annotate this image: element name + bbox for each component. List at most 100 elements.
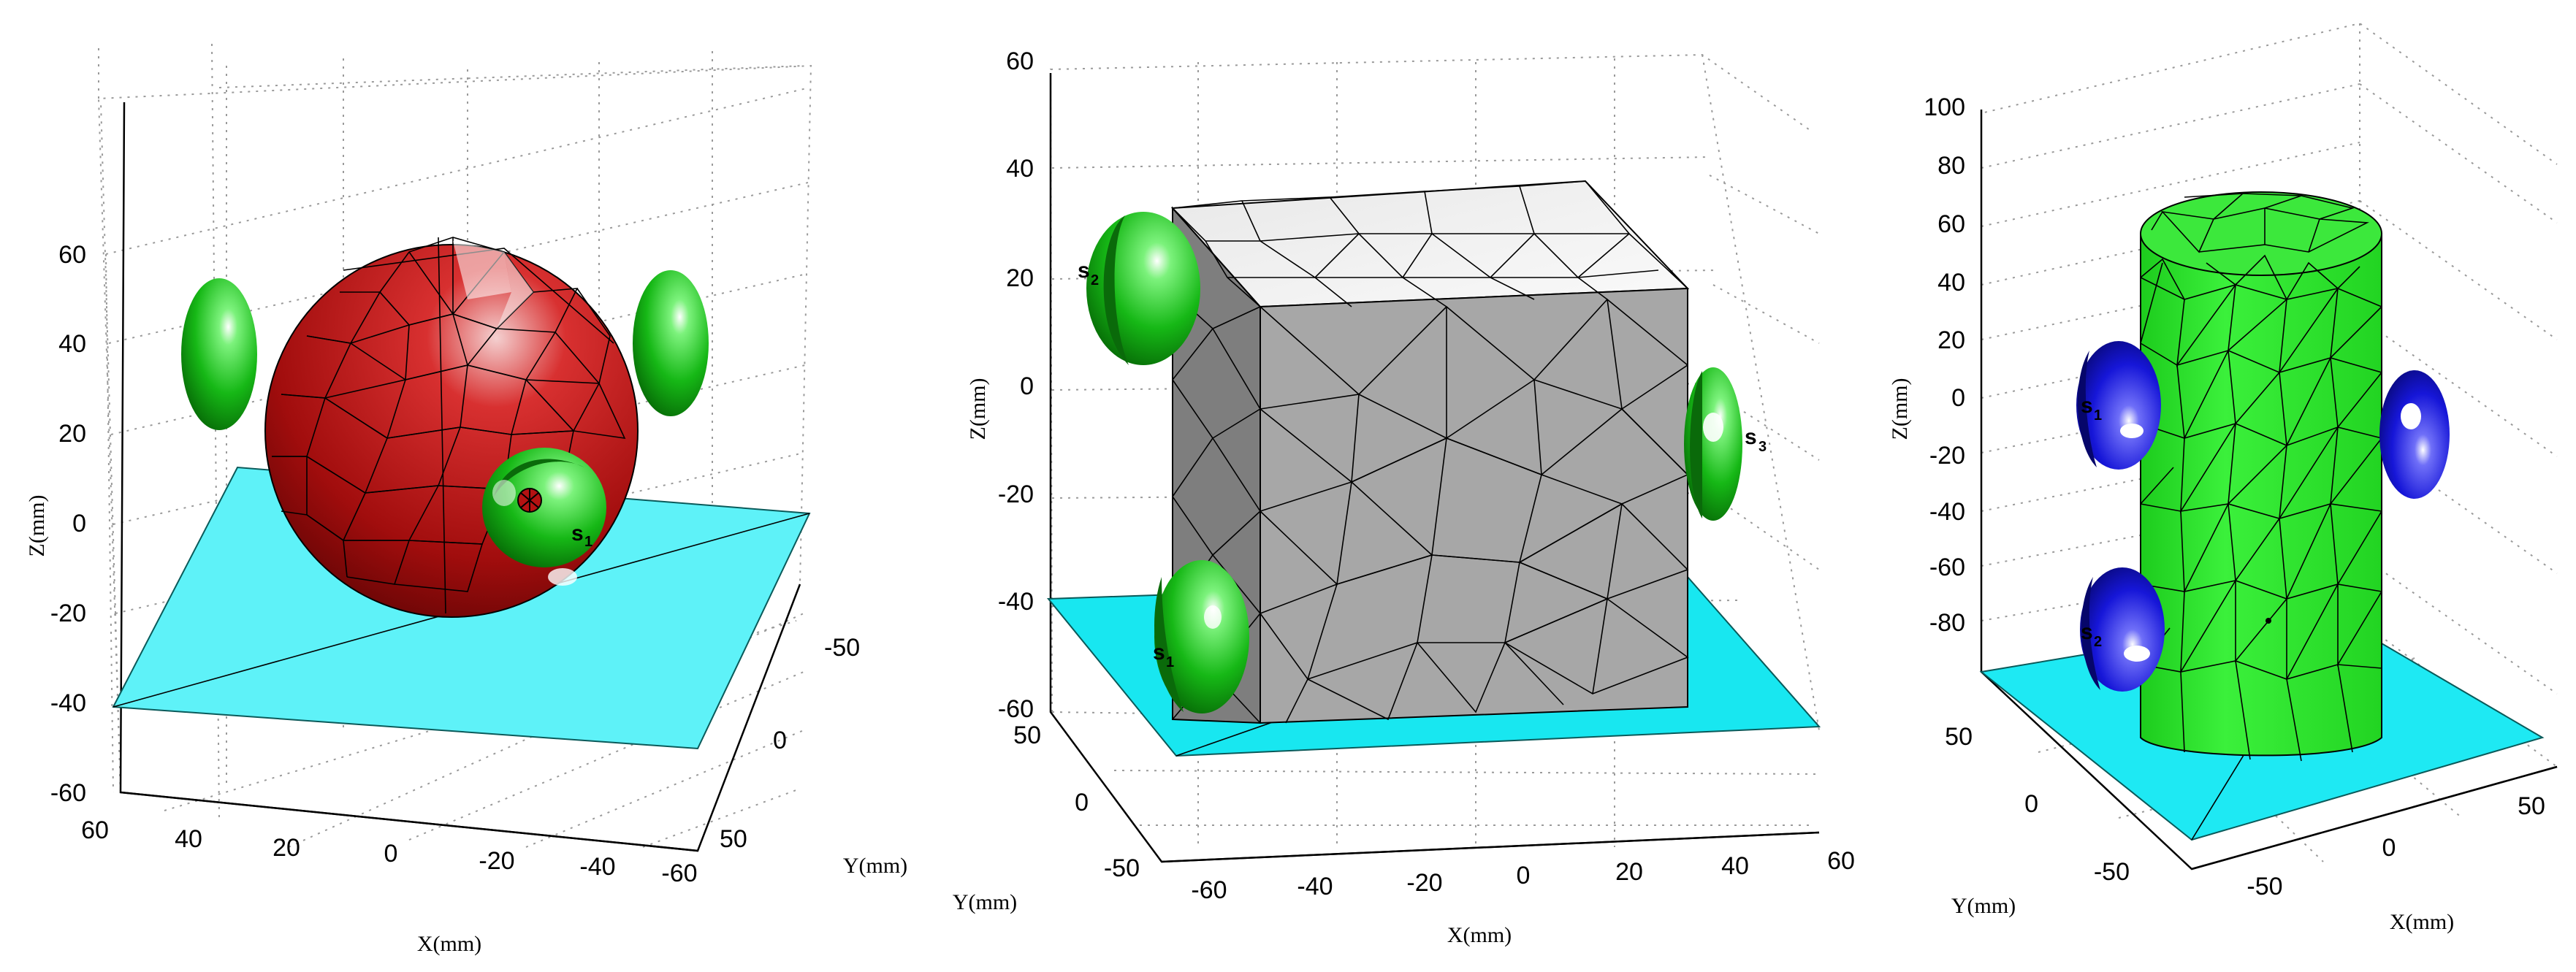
z-tick-labels: 60 40 20 0 -20 -40 -60 xyxy=(998,47,1034,723)
sensor-label-s2: s 2 xyxy=(2081,620,2102,650)
sensor-label-s1: s 1 xyxy=(2081,394,2102,424)
svg-text:-60: -60 xyxy=(998,695,1034,723)
svg-text:-60: -60 xyxy=(661,860,697,887)
svg-text:20: 20 xyxy=(58,420,86,448)
sensor-right-hemisphere xyxy=(2379,370,2450,499)
svg-text:-40: -40 xyxy=(579,853,615,881)
z-axis-label: Z(mm) xyxy=(966,378,990,440)
svg-text:0: 0 xyxy=(384,840,398,868)
svg-text:-40: -40 xyxy=(1929,498,1965,526)
svg-text:-50: -50 xyxy=(2247,873,2282,900)
sensor-s1-hemisphere xyxy=(482,448,606,586)
svg-text:40: 40 xyxy=(175,825,202,853)
svg-text:-20: -20 xyxy=(998,481,1034,508)
y-axis-label: Y(mm) xyxy=(843,854,907,878)
sensor-s3-hemisphere xyxy=(1684,367,1742,521)
panel-cylinder: 100 80 60 40 20 0 -20 -40 -60 -80 -50 0 … xyxy=(1888,22,2558,934)
svg-text:50: 50 xyxy=(720,825,747,853)
svg-text:-40: -40 xyxy=(50,689,86,717)
svg-text:0: 0 xyxy=(1075,789,1089,816)
y-tick-labels: -50 0 50 xyxy=(720,634,860,853)
contact-point-marker xyxy=(517,488,542,513)
svg-text:40: 40 xyxy=(1937,269,1965,296)
x-tick-labels: -60 -40 -20 0 20 40 60 xyxy=(1191,847,1854,904)
svg-text:s: s xyxy=(2081,394,2093,418)
svg-text:-80: -80 xyxy=(1929,609,1965,637)
svg-text:-20: -20 xyxy=(1406,869,1442,897)
svg-text:-20: -20 xyxy=(1929,442,1965,470)
svg-text:50: 50 xyxy=(1013,722,1041,749)
sensor-s2-hemisphere xyxy=(1086,212,1200,365)
cylinder-object xyxy=(2140,191,2382,762)
sensor-s1-hemisphere xyxy=(2076,341,2161,470)
z-axis-label: Z(mm) xyxy=(1888,378,1912,440)
svg-text:50: 50 xyxy=(1945,723,1973,751)
svg-text:s: s xyxy=(571,521,584,546)
z-tick-labels: 100 80 60 40 20 0 -20 -40 -60 -80 xyxy=(1924,93,1965,637)
svg-text:60: 60 xyxy=(58,241,86,269)
svg-text:100: 100 xyxy=(1924,93,1965,121)
y-tick-labels: 50 0 -50 xyxy=(1013,722,1140,882)
svg-text:1: 1 xyxy=(2094,407,2102,424)
svg-text:-60: -60 xyxy=(1191,876,1227,904)
svg-text:3: 3 xyxy=(1758,439,1767,455)
z-axis-label: Z(mm) xyxy=(25,495,49,557)
svg-text:s: s xyxy=(1745,425,1757,449)
panel-sphere: 60 40 20 0 -20 -40 -60 60 40 20 0 -20 -4… xyxy=(25,43,907,956)
svg-text:20: 20 xyxy=(1615,858,1643,886)
svg-text:0: 0 xyxy=(1951,384,1965,412)
x-axis-label: X(mm) xyxy=(417,932,481,956)
svg-text:-20: -20 xyxy=(50,600,86,627)
z-tick-labels: 60 40 20 0 -20 -40 -60 xyxy=(50,241,86,807)
x-axis-label: X(mm) xyxy=(2390,910,2454,934)
x-tick-labels: 60 40 20 0 -20 -40 -60 xyxy=(81,816,697,887)
svg-text:1: 1 xyxy=(584,534,592,550)
svg-text:-20: -20 xyxy=(479,847,514,875)
sensor-s1-hemisphere xyxy=(1154,560,1249,713)
svg-text:1: 1 xyxy=(1166,654,1174,670)
svg-text:0: 0 xyxy=(2382,834,2396,862)
svg-text:80: 80 xyxy=(1937,152,1965,180)
svg-text:s: s xyxy=(1153,640,1165,665)
sensor-label-s1: s 1 xyxy=(571,521,592,550)
svg-text:60: 60 xyxy=(1937,210,1965,238)
sensor-s2-hemisphere xyxy=(2080,567,2165,692)
svg-text:60: 60 xyxy=(81,816,109,844)
svg-text:-50: -50 xyxy=(824,634,860,662)
x-tick-labels: -50 0 50 xyxy=(2247,792,2545,900)
svg-text:0: 0 xyxy=(1020,372,1034,400)
svg-text:2: 2 xyxy=(1091,272,1099,288)
svg-text:0: 0 xyxy=(72,510,86,537)
svg-text:0: 0 xyxy=(773,727,787,754)
svg-text:0: 0 xyxy=(1517,862,1531,889)
svg-text:s: s xyxy=(2081,620,2093,644)
svg-text:-50: -50 xyxy=(1104,854,1140,882)
y-tick-labels: 50 0 -50 xyxy=(1945,723,2130,886)
sensor-label-s2: s 2 xyxy=(1078,259,1099,288)
x-axis-label: X(mm) xyxy=(1447,923,1512,947)
svg-text:20: 20 xyxy=(1006,264,1034,292)
sensor-hemisphere-right-cap xyxy=(633,270,709,416)
sensor-hemisphere-left-cap xyxy=(181,278,257,430)
svg-text:2: 2 xyxy=(2094,634,2102,650)
cube-object xyxy=(1170,180,1690,724)
svg-text:0: 0 xyxy=(2024,790,2038,818)
svg-text:40: 40 xyxy=(1006,155,1034,183)
sensor-label-s3: s 3 xyxy=(1745,425,1767,455)
sensor-label-s1: s 1 xyxy=(1153,640,1174,670)
svg-text:60: 60 xyxy=(1006,47,1034,75)
svg-text:s: s xyxy=(1078,259,1090,283)
svg-text:-60: -60 xyxy=(1929,554,1965,581)
svg-text:-40: -40 xyxy=(1297,873,1333,900)
svg-text:40: 40 xyxy=(1721,852,1749,880)
svg-text:-60: -60 xyxy=(50,779,86,807)
svg-text:50: 50 xyxy=(2518,792,2545,820)
svg-text:-40: -40 xyxy=(998,588,1034,616)
y-axis-label: Y(mm) xyxy=(1951,894,2016,918)
panel-cube: 60 40 20 0 -20 -40 -60 -60 -40 -20 0 20 … xyxy=(953,47,1855,947)
svg-text:60: 60 xyxy=(1827,847,1855,875)
svg-text:20: 20 xyxy=(1937,326,1965,354)
y-axis-label: Y(mm) xyxy=(953,890,1017,914)
svg-text:40: 40 xyxy=(58,330,86,358)
